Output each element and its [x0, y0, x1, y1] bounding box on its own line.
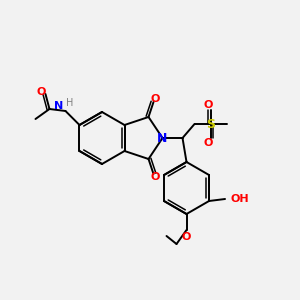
Text: O: O	[204, 138, 213, 148]
Text: O: O	[151, 94, 160, 104]
Text: O: O	[204, 100, 213, 110]
Text: N: N	[54, 101, 64, 111]
Text: O: O	[151, 172, 160, 182]
Text: O: O	[37, 87, 46, 97]
Text: H: H	[66, 98, 73, 108]
Text: O: O	[182, 232, 191, 242]
Text: N: N	[157, 131, 168, 145]
Text: OH: OH	[230, 194, 249, 204]
Text: S: S	[206, 118, 215, 130]
